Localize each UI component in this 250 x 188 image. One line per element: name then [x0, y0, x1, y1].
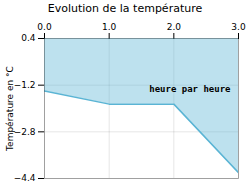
svg-text:0.0: 0.0: [37, 22, 52, 32]
svg-text:2.0: 2.0: [167, 22, 182, 32]
svg-text:heure par heure: heure par heure: [149, 84, 231, 94]
svg-text:Température en °C: Température en °C: [5, 66, 15, 152]
svg-text:−1.2: −1.2: [14, 80, 36, 90]
html-text:Evolution de la température: Evolution de la température: [47, 2, 203, 15]
svg-text:0.4: 0.4: [21, 33, 36, 43]
svg-text:−2.8: −2.8: [14, 127, 36, 137]
svg-text:−4.4: −4.4: [14, 173, 36, 183]
svg-text:1.0: 1.0: [102, 22, 117, 32]
svg-text:3.0: 3.0: [231, 22, 246, 32]
